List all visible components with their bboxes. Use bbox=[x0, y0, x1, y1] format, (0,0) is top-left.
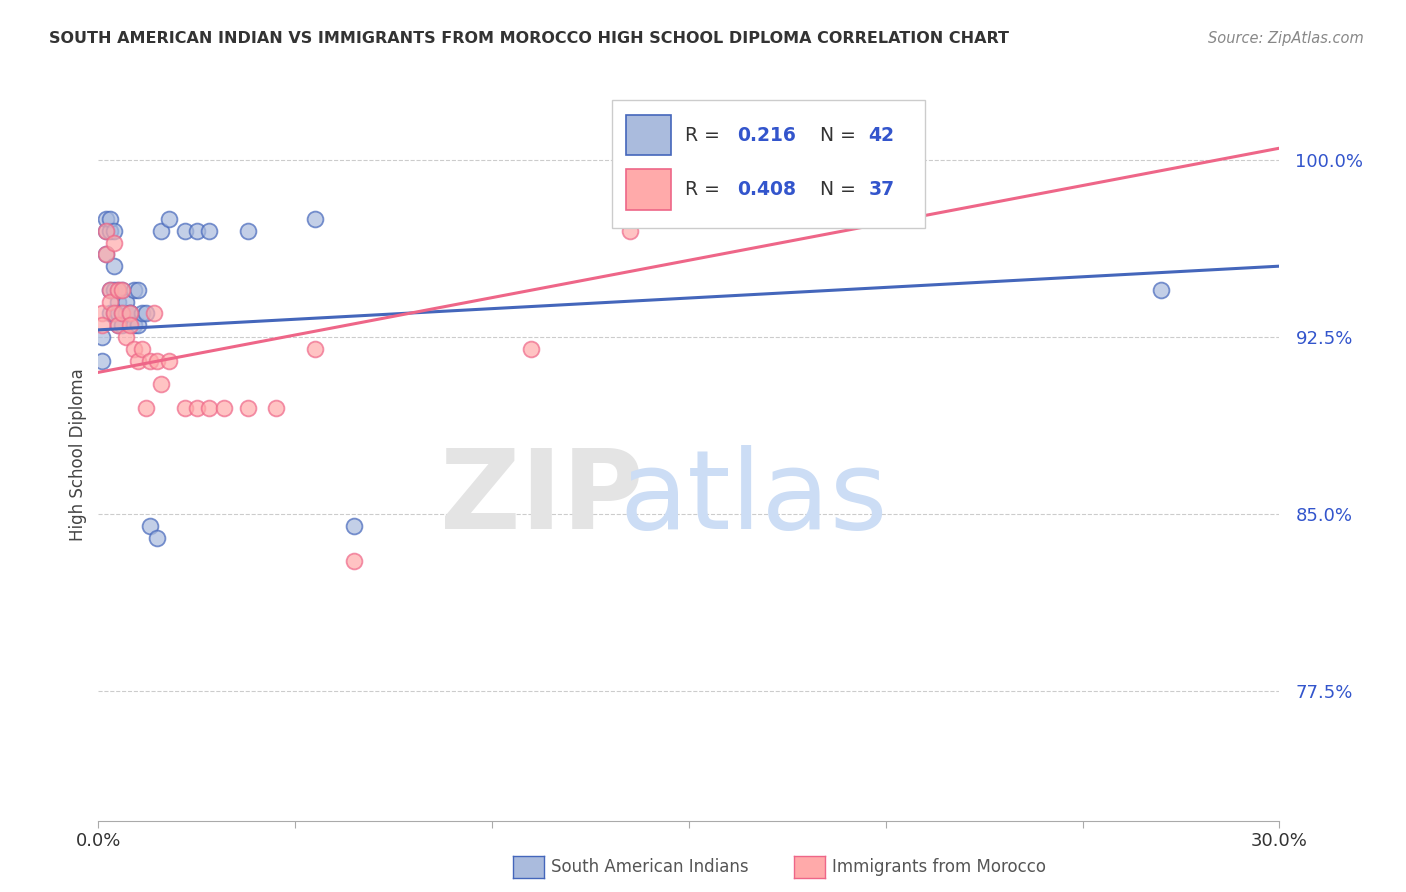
Point bbox=[343, 554, 366, 568]
Text: South American Indians: South American Indians bbox=[551, 858, 749, 876]
Point bbox=[214, 401, 236, 415]
Point bbox=[135, 401, 157, 415]
Point bbox=[96, 247, 118, 261]
Point bbox=[111, 306, 134, 320]
Point bbox=[107, 283, 129, 297]
Point bbox=[142, 306, 165, 320]
Point bbox=[118, 306, 141, 320]
Point bbox=[127, 353, 149, 368]
Text: Immigrants from Morocco: Immigrants from Morocco bbox=[832, 858, 1046, 876]
Y-axis label: High School Diploma: High School Diploma bbox=[69, 368, 87, 541]
Bar bbox=[626, 115, 671, 155]
Point bbox=[157, 211, 180, 226]
Point bbox=[107, 306, 129, 320]
Point bbox=[138, 353, 160, 368]
Point bbox=[174, 401, 197, 415]
Text: 37: 37 bbox=[869, 180, 894, 199]
Point bbox=[146, 531, 169, 545]
Point bbox=[91, 353, 114, 368]
Text: SOUTH AMERICAN INDIAN VS IMMIGRANTS FROM MOROCCO HIGH SCHOOL DIPLOMA CORRELATION: SOUTH AMERICAN INDIAN VS IMMIGRANTS FROM… bbox=[49, 31, 1010, 46]
Point bbox=[111, 283, 134, 297]
Point bbox=[131, 342, 153, 356]
Point bbox=[98, 224, 121, 238]
Point bbox=[103, 224, 125, 238]
Point bbox=[1150, 283, 1173, 297]
Text: N =: N = bbox=[808, 180, 862, 199]
Point bbox=[107, 283, 129, 297]
Point bbox=[186, 224, 208, 238]
Point bbox=[103, 306, 125, 320]
Point bbox=[115, 306, 138, 320]
Point bbox=[98, 211, 121, 226]
Text: 0.216: 0.216 bbox=[737, 126, 796, 145]
Point bbox=[115, 294, 138, 309]
Point bbox=[146, 353, 169, 368]
Point bbox=[520, 342, 543, 356]
Point bbox=[118, 306, 141, 320]
Point bbox=[236, 401, 259, 415]
Point bbox=[96, 211, 118, 226]
Point bbox=[111, 306, 134, 320]
Point bbox=[98, 294, 121, 309]
Point bbox=[115, 330, 138, 344]
Point bbox=[96, 224, 118, 238]
Point bbox=[619, 224, 641, 238]
Bar bbox=[626, 169, 671, 210]
Point bbox=[118, 318, 141, 333]
Point bbox=[91, 306, 114, 320]
Point bbox=[236, 224, 259, 238]
Point bbox=[111, 283, 134, 297]
Point bbox=[103, 259, 125, 273]
Point bbox=[138, 518, 160, 533]
Point bbox=[135, 306, 157, 320]
Text: Source: ZipAtlas.com: Source: ZipAtlas.com bbox=[1208, 31, 1364, 46]
Point bbox=[122, 283, 145, 297]
Point bbox=[98, 283, 121, 297]
Point bbox=[91, 318, 114, 333]
Point bbox=[96, 247, 118, 261]
Point bbox=[174, 224, 197, 238]
Point bbox=[103, 306, 125, 320]
Point bbox=[264, 401, 287, 415]
Text: atlas: atlas bbox=[620, 445, 889, 552]
Point bbox=[835, 211, 858, 226]
Point bbox=[131, 306, 153, 320]
Text: ZIP: ZIP bbox=[440, 445, 643, 552]
Point bbox=[186, 401, 208, 415]
Point bbox=[103, 283, 125, 297]
Point bbox=[127, 283, 149, 297]
Point bbox=[96, 224, 118, 238]
Point bbox=[122, 342, 145, 356]
Point bbox=[157, 353, 180, 368]
Point bbox=[98, 306, 121, 320]
Text: N =: N = bbox=[808, 126, 862, 145]
Text: 0.408: 0.408 bbox=[737, 180, 796, 199]
Point bbox=[91, 330, 114, 344]
Point bbox=[678, 141, 700, 155]
Text: R =: R = bbox=[685, 180, 727, 199]
Point bbox=[150, 377, 173, 392]
Point bbox=[107, 294, 129, 309]
Point bbox=[815, 153, 838, 167]
FancyBboxPatch shape bbox=[612, 100, 925, 228]
Point bbox=[304, 211, 326, 226]
Point bbox=[111, 318, 134, 333]
Point bbox=[197, 224, 219, 238]
Point bbox=[98, 283, 121, 297]
Point bbox=[122, 318, 145, 333]
Point bbox=[304, 342, 326, 356]
Point bbox=[107, 318, 129, 333]
Text: 42: 42 bbox=[869, 126, 894, 145]
Point bbox=[127, 318, 149, 333]
Point bbox=[107, 318, 129, 333]
Text: R =: R = bbox=[685, 126, 727, 145]
Point bbox=[343, 518, 366, 533]
Point bbox=[150, 224, 173, 238]
Point bbox=[103, 235, 125, 250]
Point bbox=[197, 401, 219, 415]
Point bbox=[118, 306, 141, 320]
